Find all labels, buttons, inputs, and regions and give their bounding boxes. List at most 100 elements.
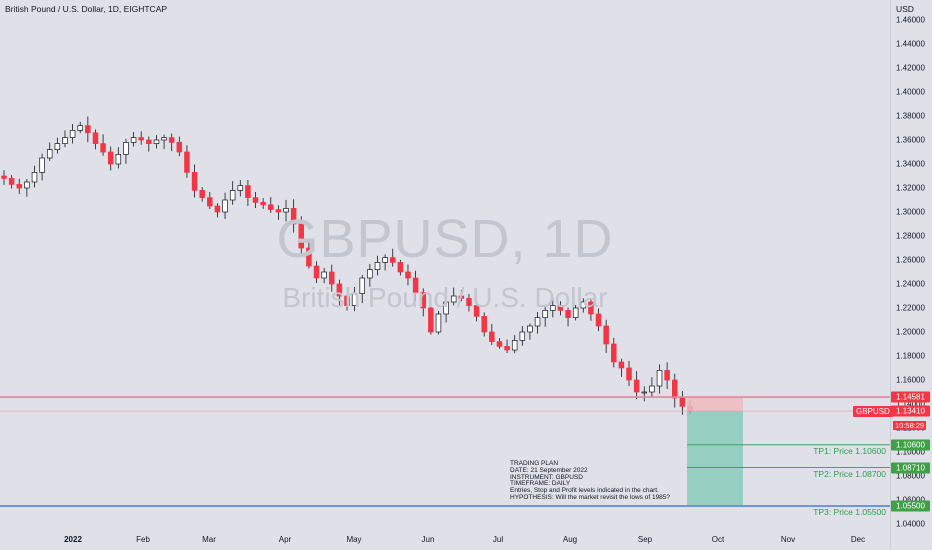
time-tick-label: Mar [202, 535, 216, 544]
candle-body [283, 208, 289, 213]
currency-label: USD [896, 4, 914, 14]
candle-body [504, 346, 510, 351]
candle-body [527, 325, 533, 333]
candle-body [92, 132, 99, 144]
price-tick-label: 1.28000 [896, 231, 925, 241]
price-tick-label: 1.32000 [896, 183, 925, 193]
candle-body [85, 125, 91, 134]
symbol-tag: GBPUSD [853, 406, 893, 417]
candle-body [321, 271, 327, 279]
price-tick-label: 1.40000 [896, 87, 925, 97]
time-tick-label: Feb [136, 535, 150, 544]
trading-plan-note[interactable]: TRADING PLAN DATE: 21 September 2022 INS… [510, 460, 671, 501]
candle-body [496, 341, 503, 347]
candle-body [344, 295, 350, 306]
price-tick-label: 1.46000 [896, 15, 925, 25]
tp2-text-label: TP2: Price 1.08700 [813, 468, 886, 479]
candle-body [511, 340, 518, 351]
candle-body [146, 139, 152, 144]
time-tick-label: 2022 [64, 535, 82, 544]
time-tick-label: Oct [711, 535, 725, 544]
candle-body [69, 130, 76, 138]
candle-body [374, 262, 381, 270]
candle-body [16, 184, 22, 189]
price-tick-label: 1.24000 [896, 279, 925, 289]
watermark-symbol: GBPUSD, 1D [276, 209, 614, 269]
candle-body [382, 257, 388, 263]
candle-body [649, 385, 655, 393]
price-tick-label: 1.06000 [896, 496, 925, 505]
candle-body [54, 143, 61, 150]
time-tick-label: Apr [278, 535, 292, 544]
candle-body [450, 295, 457, 303]
candle-body [329, 271, 335, 285]
price-tick-label: 1.26000 [896, 255, 925, 265]
tp1-price-label: 1.10600 [891, 439, 930, 451]
candle-body [275, 209, 282, 213]
candle-body [245, 185, 251, 198]
candle-body [298, 223, 305, 249]
candle-body [123, 142, 129, 155]
candle-body [603, 325, 609, 345]
candle-body [77, 125, 83, 131]
candle-body [557, 305, 564, 311]
candle-body [489, 331, 495, 342]
candle-body [641, 391, 648, 394]
candle-body [572, 307, 579, 318]
price-tick-label: 1.42000 [896, 63, 925, 73]
candle-body [100, 143, 106, 153]
candle-body [260, 202, 266, 206]
candle-body [306, 247, 312, 267]
candle-body [153, 139, 160, 144]
candle-body [389, 257, 396, 263]
candle-body [24, 181, 30, 189]
take-profit-zone[interactable] [687, 411, 743, 506]
candle-body [519, 331, 526, 341]
candle-body [107, 151, 114, 165]
candle-body [626, 367, 632, 381]
candle-body [633, 379, 640, 393]
price-tick-label: 1.22000 [896, 303, 925, 313]
candle-body [161, 137, 167, 141]
candle-body [207, 197, 213, 207]
candle-body [412, 277, 419, 293]
candle-body [359, 277, 365, 294]
stop-loss-zone[interactable] [687, 397, 743, 412]
candle-body [336, 283, 343, 297]
candle-body [130, 137, 137, 143]
watermark-description: British Pound / U.S. Dollar [282, 282, 608, 313]
candle-body [534, 317, 541, 327]
candle-body [31, 172, 38, 183]
candle-body [435, 313, 442, 333]
tp3-text-label: TP3: Price 1.05500 [813, 507, 886, 517]
chart-header-title: British Pound / U.S. Dollar, 1D, EIGHTCA… [5, 4, 168, 14]
candle-body [8, 178, 15, 185]
candle-body [481, 316, 487, 333]
price-tick-label: 1.08000 [896, 471, 925, 481]
candle-body [664, 370, 670, 381]
candle-body [443, 301, 449, 315]
tp3-price-label: 1.05500 [891, 500, 930, 512]
price-scale[interactable] [890, 0, 932, 550]
candle-body [466, 298, 472, 306]
candle-body [115, 154, 122, 165]
candle-body [618, 361, 625, 369]
tp2-price-label: 1.08710 [891, 462, 930, 474]
candle-body [199, 190, 205, 198]
candle-body [565, 310, 571, 318]
price-tick-label: 1.34000 [896, 159, 925, 169]
candle-body [580, 301, 587, 309]
price-tick-label: 1.10000 [896, 447, 925, 457]
candle-body [595, 313, 602, 327]
candle-body [168, 137, 175, 143]
candle-body [473, 305, 480, 317]
candle-body [138, 137, 144, 141]
candle-body [405, 271, 411, 279]
last-price-label: 1.13410 [891, 405, 930, 417]
candle-body [252, 197, 259, 203]
candle-body [1, 175, 7, 179]
time-tick-label: Jul [492, 535, 504, 544]
candle-body [229, 190, 236, 201]
candle-body [611, 343, 617, 363]
